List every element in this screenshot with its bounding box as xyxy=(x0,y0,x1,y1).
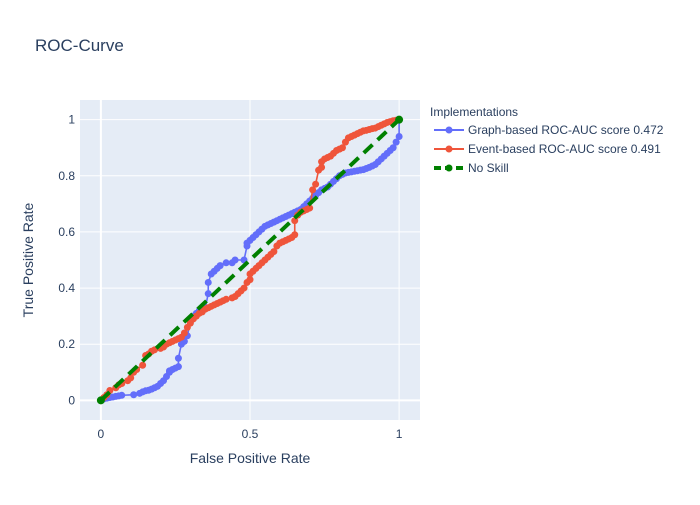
series-point xyxy=(240,284,248,292)
series-point xyxy=(318,163,326,171)
legend-item[interactable]: No Skill xyxy=(434,161,509,175)
series-point xyxy=(306,204,314,212)
grid-lines xyxy=(80,100,420,420)
series-3 xyxy=(96,115,404,405)
y-tick-label: 1 xyxy=(68,113,75,127)
legend-marker xyxy=(445,164,453,172)
series-point xyxy=(309,186,317,194)
series-line xyxy=(99,118,401,402)
series-point xyxy=(338,144,346,152)
series-point xyxy=(96,396,105,405)
legend-items: Graph-based ROC-AUC score 0.472 Event-bas… xyxy=(434,123,664,175)
series-layer xyxy=(96,115,404,405)
x-tick-label: 0 xyxy=(98,427,105,441)
y-tick-label: 0.6 xyxy=(58,225,75,239)
legend-title: Implementations xyxy=(430,105,518,119)
legend-label: Event-based ROC-AUC score 0.491 xyxy=(468,142,661,156)
chart-title: ROC-Curve xyxy=(35,36,124,55)
series-point xyxy=(204,290,212,298)
series-point xyxy=(139,361,147,369)
series-point xyxy=(395,132,403,140)
series-point xyxy=(231,256,239,264)
series-point xyxy=(180,329,188,337)
y-tick-label: 0.4 xyxy=(58,281,75,295)
legend-item[interactable]: Graph-based ROC-AUC score 0.472 xyxy=(434,123,664,137)
legend-item[interactable]: Event-based ROC-AUC score 0.491 xyxy=(434,142,661,156)
series-point xyxy=(222,295,230,303)
series-point xyxy=(270,248,278,256)
y-tick-label: 0 xyxy=(68,393,75,407)
x-axis-label: False Positive Rate xyxy=(190,450,311,466)
legend-label: Graph-based ROC-AUC score 0.472 xyxy=(468,123,664,137)
y-tick-label: 0.8 xyxy=(58,169,75,183)
legend-marker xyxy=(445,126,453,134)
series-point xyxy=(130,391,138,399)
series-point xyxy=(174,363,182,371)
series-point xyxy=(174,354,182,362)
legend[interactable]: Implementations Graph-based ROC-AUC scor… xyxy=(430,105,664,175)
series-point xyxy=(392,138,400,146)
legend-label: No Skill xyxy=(468,161,509,175)
series-point xyxy=(291,231,299,239)
series-point xyxy=(395,115,404,124)
series-point xyxy=(246,276,254,284)
y-axis-label: True Positive Rate xyxy=(20,202,36,317)
tick-labels: 0 0.5 1 0 0.2 0.4 0.6 0.8 1 xyxy=(58,113,402,441)
series-point xyxy=(127,374,135,382)
series-point xyxy=(118,391,126,399)
x-tick-label: 0.5 xyxy=(242,427,259,441)
x-tick-label: 1 xyxy=(396,427,403,441)
legend-marker xyxy=(445,145,453,153)
y-tick-label: 0.2 xyxy=(58,337,75,351)
series-point xyxy=(204,278,212,286)
series-point xyxy=(216,262,224,270)
series-point xyxy=(222,259,230,267)
series-point xyxy=(389,144,397,152)
series-point xyxy=(312,180,320,188)
